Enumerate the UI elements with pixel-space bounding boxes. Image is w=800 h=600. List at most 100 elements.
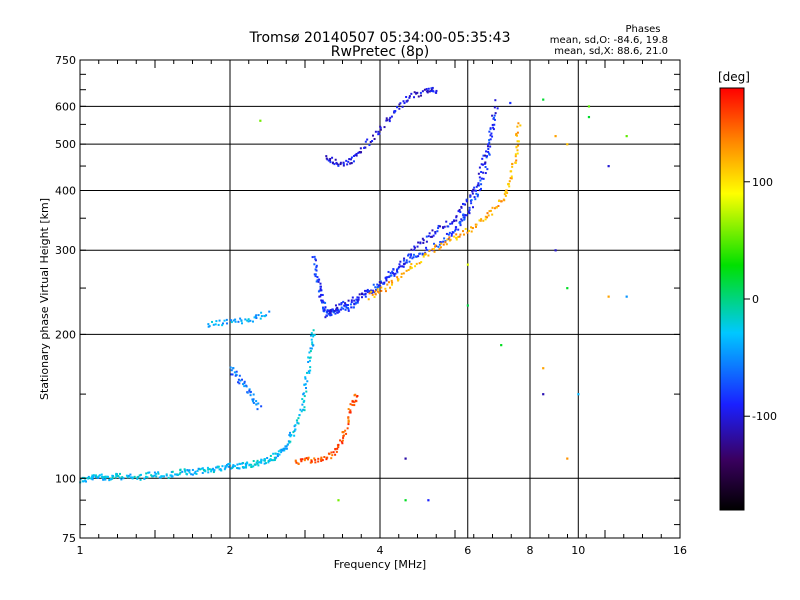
data-point (468, 209, 471, 212)
data-point (516, 152, 519, 155)
data-point (489, 209, 492, 212)
data-point (243, 466, 246, 469)
data-point (480, 187, 483, 190)
data-point (255, 400, 258, 403)
data-point (414, 255, 417, 258)
data-point (491, 213, 494, 216)
data-point (446, 238, 449, 241)
data-point (297, 462, 300, 465)
data-point (352, 160, 355, 163)
data-point (488, 130, 491, 133)
data-point (252, 460, 255, 463)
data-point (401, 105, 404, 108)
data-point (337, 308, 340, 311)
data-point (486, 145, 489, 148)
data-point (268, 310, 271, 313)
series (79, 329, 316, 484)
data-point (308, 356, 311, 359)
data-point (484, 215, 487, 218)
data-point (287, 440, 290, 443)
data-point (487, 147, 490, 150)
data-point (486, 168, 489, 171)
data-point (542, 367, 545, 370)
data-point (438, 243, 441, 246)
data-point (464, 227, 467, 230)
data-point (355, 301, 358, 304)
data-point (153, 471, 156, 474)
data-point (312, 329, 315, 332)
data-point (514, 155, 517, 158)
data-point (450, 234, 453, 237)
data-point (439, 246, 442, 249)
data-point (356, 300, 359, 303)
data-point (516, 140, 519, 143)
data-point (165, 474, 168, 477)
data-point (245, 464, 248, 467)
data-point (218, 319, 221, 322)
data-point (402, 100, 405, 103)
data-point (515, 159, 518, 162)
data-point (429, 235, 432, 238)
series (259, 98, 628, 502)
data-point (259, 119, 262, 122)
data-point (342, 164, 345, 167)
data-point (388, 120, 391, 123)
data-point (294, 424, 297, 427)
data-point (478, 166, 481, 169)
data-point (316, 279, 319, 282)
data-point (163, 475, 166, 478)
series (367, 122, 522, 301)
data-point (300, 410, 303, 413)
data-point (457, 210, 460, 213)
data-point (274, 457, 277, 460)
data-point (230, 373, 233, 376)
data-point (254, 315, 257, 318)
y-tick-label: 400 (55, 184, 76, 197)
data-point (448, 239, 451, 242)
data-point (304, 457, 307, 460)
series (229, 366, 263, 411)
data-point (455, 219, 458, 222)
data-point (471, 227, 474, 230)
data-point (347, 309, 350, 312)
data-point (349, 409, 352, 412)
data-point (253, 316, 256, 319)
data-point (371, 293, 374, 296)
data-point (425, 235, 428, 238)
data-point (234, 465, 237, 468)
data-point (236, 467, 239, 470)
data-point (393, 273, 396, 276)
data-point (238, 467, 241, 470)
data-point (387, 281, 390, 284)
data-point (491, 206, 494, 209)
data-point (298, 414, 301, 417)
data-point (484, 218, 487, 221)
data-point (249, 319, 252, 322)
data-point (334, 453, 337, 456)
data-point (331, 308, 334, 311)
data-point (299, 408, 302, 411)
data-point (463, 216, 466, 219)
data-point (509, 177, 512, 180)
data-point (312, 334, 315, 337)
data-point (453, 235, 456, 238)
data-point (98, 474, 101, 477)
data-point (407, 253, 410, 256)
data-point (321, 293, 324, 296)
data-point (322, 307, 325, 310)
data-point (354, 302, 357, 305)
data-point (389, 272, 392, 275)
data-point (260, 311, 263, 314)
data-point (464, 203, 467, 206)
data-point (399, 260, 402, 263)
data-point (111, 477, 114, 480)
data-point (117, 475, 120, 478)
data-point (92, 474, 95, 477)
data-point (409, 256, 412, 259)
data-point (221, 322, 224, 325)
data-point (329, 311, 332, 314)
data-point (111, 476, 114, 479)
data-point (284, 445, 287, 448)
data-point (247, 318, 250, 321)
data-point (455, 216, 458, 219)
